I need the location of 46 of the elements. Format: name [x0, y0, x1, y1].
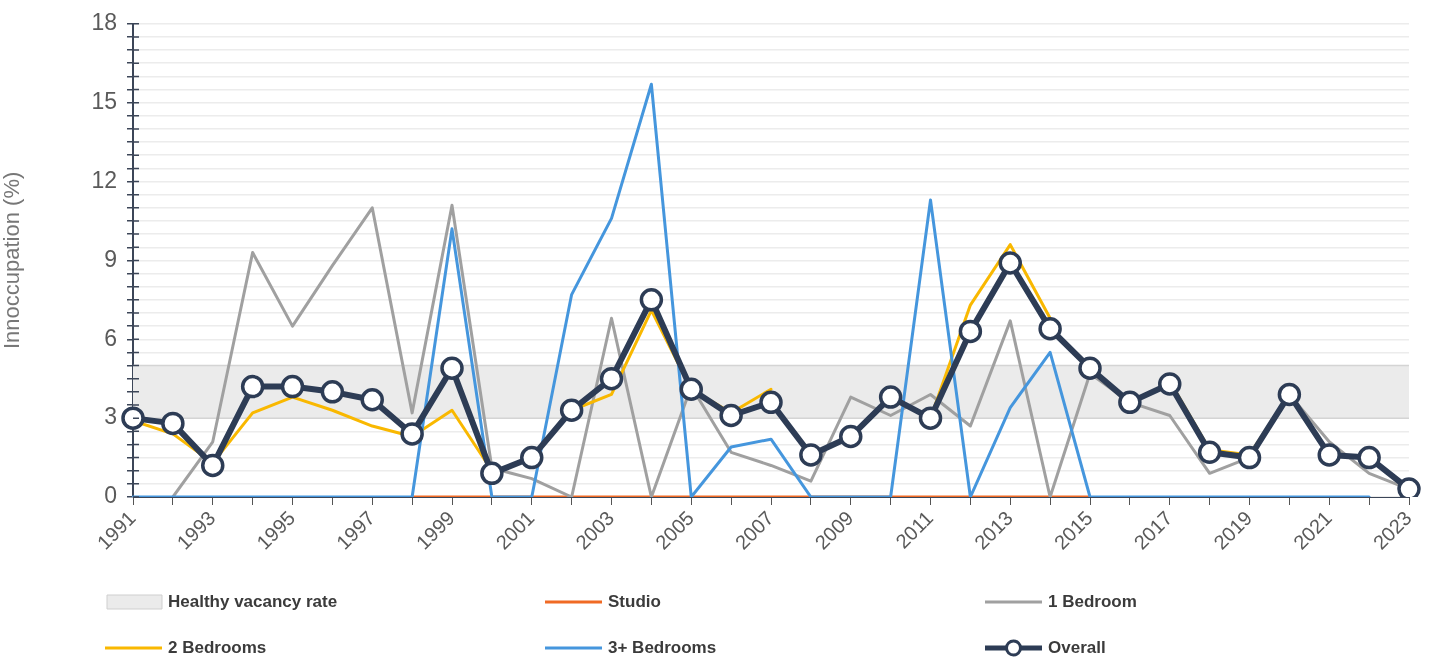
point — [918, 406, 943, 430]
legend-label: 3+ Bedrooms — [608, 637, 717, 657]
y-tick-label: 12 — [91, 166, 117, 193]
point — [1317, 443, 1341, 467]
point — [360, 387, 384, 412]
point — [839, 424, 863, 449]
point — [240, 374, 265, 399]
point — [1118, 390, 1142, 415]
point — [679, 377, 703, 401]
point — [440, 356, 464, 380]
point — [719, 403, 743, 428]
point — [1158, 372, 1182, 396]
y-tick-label: 0 — [104, 482, 117, 509]
point — [878, 385, 903, 409]
point — [759, 390, 783, 415]
point — [1197, 440, 1222, 465]
point — [998, 251, 1022, 275]
y-tick-label: 6 — [104, 324, 117, 351]
legend-label: 1 Bedroom — [1048, 591, 1137, 611]
y-tick-label: 9 — [104, 245, 117, 272]
point — [958, 319, 983, 344]
point — [480, 461, 504, 486]
point — [280, 374, 305, 399]
point — [1237, 445, 1262, 470]
point — [599, 366, 624, 391]
point — [1357, 445, 1381, 470]
point — [400, 422, 424, 446]
point — [1277, 382, 1302, 407]
y-tick-label: 3 — [104, 403, 117, 430]
point — [161, 411, 185, 436]
legend-label: Overall — [1048, 637, 1106, 657]
point — [121, 406, 145, 430]
point — [559, 398, 584, 422]
point — [1078, 356, 1102, 380]
point — [520, 445, 544, 470]
point — [639, 288, 664, 312]
point — [1038, 317, 1062, 341]
y-axis-title: Innoccupation (%) — [0, 171, 25, 350]
y-tick-label: 18 — [91, 9, 117, 36]
point — [320, 380, 345, 404]
legend-label: 2 Bedrooms — [168, 637, 267, 657]
point — [799, 443, 823, 467]
legend-label: Healthy vacancy rate — [168, 591, 338, 611]
y-tick-label: 15 — [91, 88, 117, 115]
legend-label: Studio — [608, 591, 661, 611]
point — [201, 453, 225, 478]
